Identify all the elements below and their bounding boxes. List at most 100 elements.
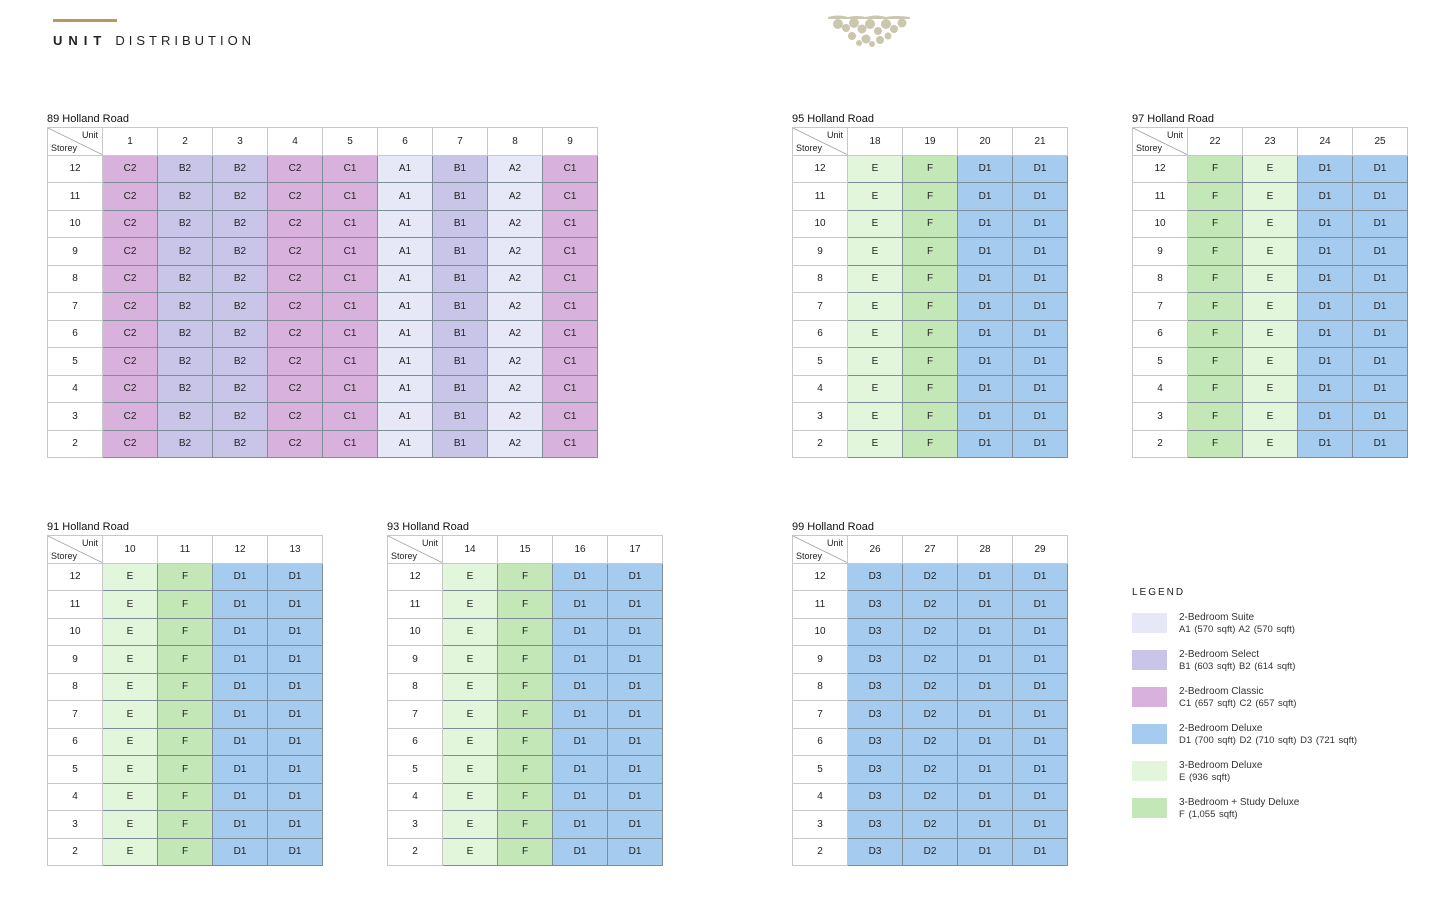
table-row: 4 E F D1 D1: [387, 782, 663, 811]
storey-number: 9: [47, 645, 103, 674]
unit-type-cell: F: [497, 590, 553, 619]
unit-storey-corner: Unit Storey: [1132, 127, 1188, 156]
unit-type-cell: E: [1242, 402, 1298, 431]
unit-type-cell: C2: [267, 237, 323, 266]
table-row: 7 F E D1 D1: [1132, 292, 1408, 321]
unit-type-cell: D1: [267, 645, 323, 674]
unit-type-cell: F: [902, 347, 958, 376]
unit-type-cell: D1: [1012, 237, 1068, 266]
legend-details: E (936 sqft): [1179, 772, 1231, 783]
page-title-light: DISTRIBUTION: [115, 33, 256, 48]
unit-type-cell: C1: [322, 292, 378, 321]
table-row: 9 C2 B2 B2 C2 C1 A1 B1 A2 C1: [47, 237, 598, 266]
legend-item: 2-Bedroom Classic C1 (657 sqft) C2 (657 s…: [1132, 686, 1432, 723]
table-row: 3 E F D1 D1: [792, 402, 1068, 431]
table-row: 8 E F D1 D1: [792, 264, 1068, 293]
unit-type-cell: D1: [212, 782, 268, 811]
header-row: Unit Storey 22 23 24 25: [1132, 127, 1408, 156]
unit-type-cell: B1: [432, 237, 488, 266]
unit-type-cell: D2: [902, 590, 958, 619]
storey-number: 7: [47, 700, 103, 729]
unit-type-cell: E: [1242, 154, 1298, 183]
storey-number: 4: [792, 782, 848, 811]
legend-name: 3-Bedroom Deluxe: [1179, 760, 1263, 771]
unit-type-cell: B2: [157, 264, 213, 293]
block-97-holland-road: 97 Holland Road Unit Storey 22 23 24 25 12 F E D1 D…: [1132, 111, 1408, 458]
unit-type-cell: D1: [1352, 319, 1408, 348]
unit-type-cell: F: [1187, 182, 1243, 211]
unit-type-cell: A1: [377, 209, 433, 238]
unit-type-cell: A1: [377, 402, 433, 431]
unit-type-cell: D1: [1297, 154, 1353, 183]
unit-type-cell: D1: [957, 154, 1013, 183]
unit-type-cell: F: [497, 700, 553, 729]
storey-number: 4: [1132, 374, 1188, 403]
corner-unit-label: Unit: [826, 538, 843, 548]
table-row: 7 E F D1 D1: [792, 292, 1068, 321]
storey-number: 8: [792, 672, 848, 701]
storey-number: 2: [47, 837, 103, 866]
unit-type-cell: D1: [1012, 837, 1068, 866]
unit-type-cell: D2: [902, 672, 958, 701]
unit-type-cell: A1: [377, 347, 433, 376]
unit-type-cell: D2: [902, 562, 958, 591]
unit-type-cell: E: [102, 810, 158, 839]
storey-number: 6: [47, 727, 103, 756]
legend-name: 2-Bedroom Deluxe: [1179, 723, 1263, 734]
unit-type-cell: C1: [542, 237, 598, 266]
unit-number: 26: [847, 535, 903, 564]
legend-swatch: [1132, 798, 1167, 818]
unit-type-cell: E: [1242, 374, 1298, 403]
legend-details: A1 (570 sqft) A2 (570 sqft): [1179, 624, 1295, 635]
unit-number: 6: [377, 127, 433, 156]
unit-type-cell: E: [442, 590, 498, 619]
unit-type-cell: C1: [542, 154, 598, 183]
storey-number: 11: [47, 590, 103, 619]
unit-number: 18: [847, 127, 903, 156]
table-row: 7 D3 D2 D1 D1: [792, 700, 1068, 729]
storey-number: 4: [387, 782, 443, 811]
unit-type-cell: E: [442, 645, 498, 674]
unit-type-cell: C2: [267, 429, 323, 458]
unit-storey-corner: Unit Storey: [792, 535, 848, 564]
unit-type-cell: D1: [552, 645, 608, 674]
legend-name: 2-Bedroom Classic: [1179, 686, 1264, 697]
legend-name: 3-Bedroom + Study Deluxe: [1179, 797, 1300, 808]
unit-number: 21: [1012, 127, 1068, 156]
unit-type-cell: B2: [157, 237, 213, 266]
unit-type-cell: F: [1187, 374, 1243, 403]
unit-type-cell: D3: [847, 645, 903, 674]
unit-type-cell: B1: [432, 429, 488, 458]
unit-type-cell: A1: [377, 319, 433, 348]
unit-type-cell: D1: [1012, 590, 1068, 619]
storey-number: 11: [47, 182, 103, 211]
unit-type-cell: B2: [212, 292, 268, 321]
unit-type-cell: C1: [542, 402, 598, 431]
table-row: 2 C2 B2 B2 C2 C1 A1 B1 A2 C1: [47, 429, 598, 458]
unit-type-cell: A1: [377, 182, 433, 211]
unit-type-cell: D2: [902, 700, 958, 729]
block-title: 91 Holland Road: [47, 521, 129, 533]
unit-type-cell: E: [1242, 182, 1298, 211]
legend-item: 2-Bedroom Suite A1 (570 sqft) A2 (570 sqf…: [1132, 612, 1432, 649]
table-row: 3 D3 D2 D1 D1: [792, 810, 1068, 839]
unit-type-cell: B2: [157, 347, 213, 376]
unit-type-cell: E: [442, 672, 498, 701]
storey-number: 4: [792, 374, 848, 403]
unit-type-cell: F: [1187, 292, 1243, 321]
unit-type-cell: D3: [847, 617, 903, 646]
storey-number: 11: [792, 182, 848, 211]
table-row: 2 E F D1 D1: [792, 429, 1068, 458]
unit-type-cell: D1: [552, 672, 608, 701]
unit-type-cell: C2: [102, 374, 158, 403]
unit-type-cell: E: [102, 617, 158, 646]
unit-type-cell: D1: [1012, 154, 1068, 183]
unit-type-cell: E: [442, 755, 498, 784]
legend-item: 2-Bedroom Select B1 (603 sqft) B2 (614 sq…: [1132, 649, 1432, 686]
storey-number: 5: [47, 755, 103, 784]
unit-number: 28: [957, 535, 1013, 564]
unit-storey-corner: Unit Storey: [792, 127, 848, 156]
storey-number: 9: [1132, 237, 1188, 266]
unit-type-cell: C2: [102, 429, 158, 458]
unit-type-cell: D1: [1012, 672, 1068, 701]
